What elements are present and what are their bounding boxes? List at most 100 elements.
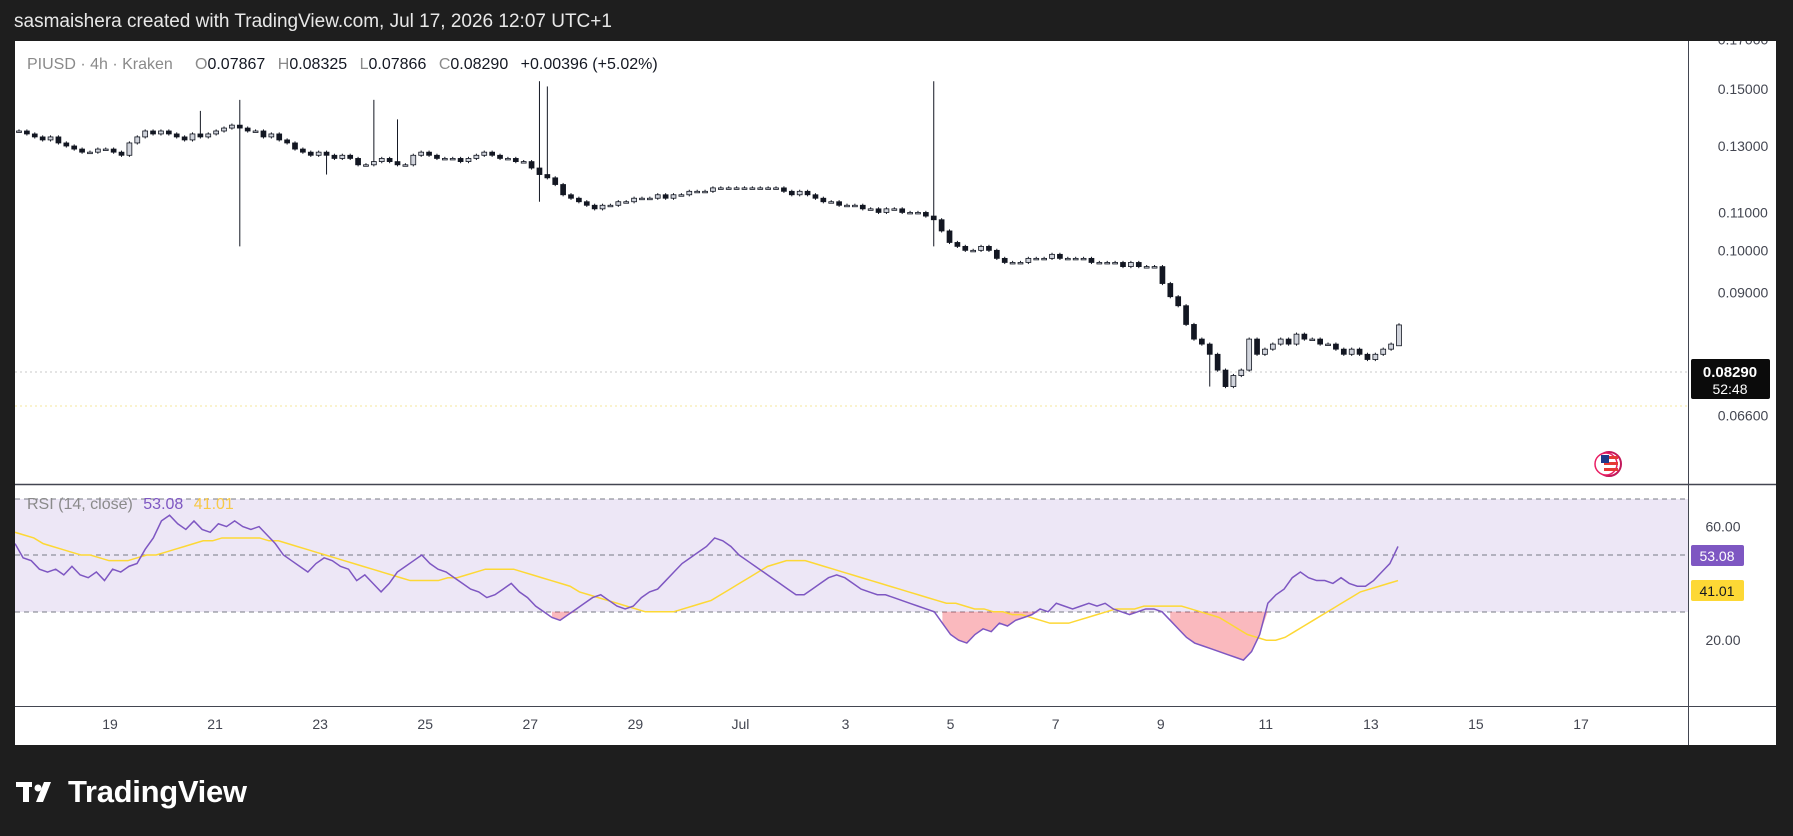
candle: [457, 156, 464, 164]
candle: [1088, 256, 1095, 265]
candle: [47, 135, 54, 142]
candle: [1340, 347, 1347, 356]
candle: [733, 186, 740, 190]
candle: [583, 200, 590, 207]
candle: [87, 150, 93, 155]
candle: [197, 110, 204, 139]
candle: [110, 147, 117, 154]
price-axis-tick: 0.17000: [1718, 41, 1769, 47]
rsi-legend-rsi-value: 53.08: [143, 496, 183, 513]
rsi-band-background: [15, 499, 1688, 612]
rsi-ma-badge-value: 41.01: [1699, 583, 1734, 599]
legend-ohlc: O0.07867 H0.08325 L0.07866 C0.08290 +0.0…: [195, 56, 658, 73]
chart-frame[interactable]: PIUSD · 4h · Kraken O0.07867 H0.08325 L0…: [14, 31, 1776, 745]
candle: [899, 207, 906, 215]
rsi-pane[interactable]: RSI (14, close) 53.08 41.01: [14, 496, 1688, 661]
candle: [1309, 337, 1316, 341]
candle: [1128, 260, 1134, 269]
candle: [221, 126, 227, 133]
price-axis-tick: 0.06600: [1718, 408, 1769, 424]
tradingview-logo-icon: [16, 782, 51, 802]
candle: [1041, 256, 1047, 261]
candle: [1380, 347, 1387, 356]
candle: [891, 207, 898, 211]
candle: [520, 160, 527, 164]
candle: [441, 156, 448, 161]
candle: [1159, 264, 1166, 286]
candle: [749, 186, 756, 190]
candle: [836, 200, 842, 207]
candle: [426, 150, 432, 157]
candle: [1143, 264, 1150, 269]
candle: [39, 135, 46, 142]
candle: [505, 156, 511, 161]
candle: [449, 156, 456, 161]
candle: [307, 150, 314, 157]
legend-open-label: O: [195, 56, 207, 73]
candle: [16, 129, 22, 133]
candle: [670, 193, 677, 200]
candle: [1356, 347, 1363, 356]
footer-brand[interactable]: TradingView: [16, 772, 247, 812]
candle: [796, 189, 803, 197]
candle: [907, 210, 913, 215]
time-axis-tick: 11: [1259, 716, 1274, 732]
candle: [1364, 352, 1371, 362]
candle: [528, 160, 535, 170]
candle: [852, 203, 858, 208]
candle: [24, 129, 30, 136]
candle: [512, 156, 519, 164]
candle: [213, 129, 219, 136]
candle: [812, 193, 819, 200]
candle: [1262, 347, 1268, 356]
candle: [1301, 332, 1308, 341]
time-axis-tick: 3: [842, 716, 850, 732]
candle: [970, 248, 977, 253]
footer-brand-text: TradingView: [68, 774, 247, 809]
candle: [1206, 342, 1213, 387]
candle: [978, 244, 984, 252]
candle: [1057, 252, 1063, 260]
candle: [331, 153, 338, 161]
candle: [654, 193, 661, 200]
legend-high-label: H: [278, 56, 290, 73]
time-axis[interactable]: 19 21 23 25 27 29 Jul 3 5 7 9 11 13 15 17: [102, 716, 1589, 732]
rsi-legend: RSI (14, close) 53.08 41.01: [27, 496, 234, 513]
candle: [1025, 256, 1032, 265]
candle: [757, 186, 764, 190]
rsi-axis-tick: 20.00: [1705, 632, 1740, 648]
candle: [1120, 260, 1126, 269]
candle: [1285, 337, 1292, 346]
candle: [662, 193, 669, 200]
us-flag-icon[interactable]: [1594, 451, 1622, 477]
candle: [623, 200, 630, 204]
candle: [1199, 337, 1205, 346]
legend-change: +0.00396 (+5.02%): [521, 56, 658, 73]
legend-symbol: PIUSD · 4h · Kraken: [27, 56, 173, 73]
candle: [1151, 264, 1158, 269]
price-pane[interactable]: PIUSD · 4h · Kraken O0.07867 H0.08325 L0…: [15, 56, 1688, 477]
candle: [173, 132, 180, 139]
candle: [363, 163, 369, 167]
candle: [867, 207, 874, 211]
candle: [1388, 342, 1394, 351]
rsi-value-badge: 53.08: [1691, 545, 1744, 566]
bar-countdown: 52:48: [1712, 381, 1747, 397]
time-axis-tick: 21: [207, 716, 223, 732]
rsi-legend-ma-value: 41.01: [194, 496, 234, 513]
candle: [252, 129, 259, 133]
candle: [725, 186, 732, 190]
candle: [1096, 260, 1103, 265]
candle: [1033, 256, 1040, 261]
candle: [371, 99, 377, 167]
candle: [244, 126, 251, 133]
chart-canvas[interactable]: PIUSD · 4h · Kraken O0.07867 H0.08325 L0…: [14, 31, 1776, 745]
legend-high-value: 0.08325: [289, 56, 347, 73]
rsi-line: [14, 514, 1399, 661]
candle: [647, 196, 653, 201]
last-price-value: 0.08290: [1703, 364, 1757, 381]
rsi-axis[interactable]: 60.00 20.00: [1705, 519, 1740, 649]
price-axis-tick: 0.11000: [1718, 204, 1768, 220]
candle: [1396, 323, 1402, 347]
candle: [1348, 347, 1355, 356]
